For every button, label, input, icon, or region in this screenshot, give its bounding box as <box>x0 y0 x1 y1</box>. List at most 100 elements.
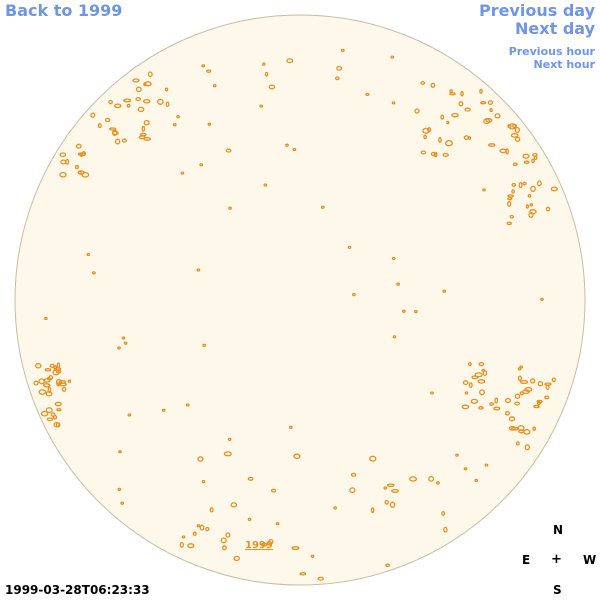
contour-speck <box>540 297 544 302</box>
contour-speck <box>147 71 153 78</box>
contour-speck <box>517 375 522 382</box>
contour-speck <box>285 143 289 147</box>
contour-speck <box>396 282 400 286</box>
contour-speck <box>494 397 499 404</box>
contour-speck <box>528 211 534 218</box>
contour-speck <box>157 98 164 105</box>
contour-speck <box>449 92 456 96</box>
contour-speck <box>261 542 268 547</box>
contour-speck <box>485 118 493 123</box>
contour-speck <box>291 546 300 551</box>
contour-speck <box>270 488 277 493</box>
contour-speck <box>45 407 53 414</box>
contour-speck <box>117 487 122 492</box>
contour-speck <box>392 335 397 339</box>
contour-speck <box>480 101 487 105</box>
contour-speck <box>389 501 396 508</box>
contour-speck <box>97 123 102 129</box>
contour-speck <box>74 165 79 170</box>
contour-speck <box>199 163 204 167</box>
contour-speck <box>262 62 266 66</box>
contour-speck <box>420 150 427 155</box>
observation-timestamp: 1999-03-28T06:23:33 <box>5 583 150 597</box>
contour-speck <box>484 463 489 467</box>
contour-speck <box>370 507 375 514</box>
contour-speck <box>137 106 145 113</box>
compass-center: + <box>551 552 562 567</box>
previous-day-link[interactable]: Previous day <box>478 1 595 20</box>
contour-speck <box>477 379 486 384</box>
contour-speck <box>75 143 82 149</box>
contour-speck <box>482 188 486 192</box>
contour-speck <box>519 391 524 396</box>
contour-speck <box>44 368 52 372</box>
contour-speck <box>117 346 121 350</box>
contour-speck <box>520 379 529 385</box>
contour-speck <box>126 103 131 108</box>
contour-speck <box>441 511 446 516</box>
previous-hour-link[interactable]: Previous hour <box>508 45 595 58</box>
contour-speck <box>263 183 268 187</box>
contour-speck <box>222 545 227 551</box>
contour-speck <box>537 381 544 387</box>
contour-speck <box>383 486 388 490</box>
next-day-link[interactable]: Next day <box>515 19 595 38</box>
contour-speck <box>508 123 517 130</box>
contour-speck <box>443 526 448 533</box>
contour-speck <box>390 55 395 59</box>
contour-speck <box>225 532 231 538</box>
contour-speck <box>227 437 232 442</box>
contour-speck <box>507 197 513 201</box>
contour-speck <box>142 99 151 104</box>
contour-speck <box>179 541 184 548</box>
contour-speck <box>550 186 558 192</box>
contour-speck <box>489 108 493 113</box>
year-link[interactable]: 1999 <box>245 540 273 551</box>
contour-speck <box>467 136 472 140</box>
contour-speck <box>127 413 132 417</box>
contour-speck <box>225 148 232 153</box>
contour-speck <box>514 401 520 406</box>
contour-speck <box>172 123 177 127</box>
contour-speck <box>59 152 67 158</box>
contour-speck <box>40 410 49 417</box>
next-hour-link[interactable]: Next hour <box>533 58 596 71</box>
contour-speck <box>401 309 406 313</box>
contour-speck <box>67 379 72 383</box>
contour-speck <box>286 58 294 64</box>
contour-speck <box>223 451 232 457</box>
contour-speck <box>474 478 479 483</box>
contour-speck <box>112 130 119 136</box>
contour-speck <box>532 426 537 431</box>
contour-speck <box>144 81 152 87</box>
contour-speck <box>53 421 60 428</box>
contour-speck <box>123 341 128 345</box>
contour-speck <box>233 555 240 562</box>
contour-speck <box>544 382 552 386</box>
contour-speck <box>440 114 445 120</box>
contour-speck <box>202 343 207 347</box>
contour-speck <box>340 48 345 53</box>
solar-disk <box>14 14 586 586</box>
contour-speck <box>461 404 470 410</box>
contour-speck <box>478 362 485 367</box>
contour-speck <box>292 147 297 152</box>
contour-speck <box>77 152 86 156</box>
contour-speck <box>196 524 201 528</box>
contour-speck <box>507 194 514 198</box>
contour-speck <box>135 86 142 93</box>
compass-east: E <box>522 553 531 567</box>
contour-speck <box>479 389 485 396</box>
contour-speck <box>462 380 469 386</box>
contour-speck <box>347 245 352 250</box>
contour-speck <box>365 92 370 97</box>
contour-speck <box>536 180 542 187</box>
contour-speck <box>38 378 46 385</box>
contour-speck <box>517 367 522 371</box>
contour-speck <box>508 416 516 422</box>
contour-speck <box>201 64 206 68</box>
contour-speck <box>264 71 269 77</box>
back-to-year-link[interactable]: Back to 1999 <box>5 1 123 20</box>
contour-speck <box>504 397 511 404</box>
contour-speck <box>333 506 337 510</box>
